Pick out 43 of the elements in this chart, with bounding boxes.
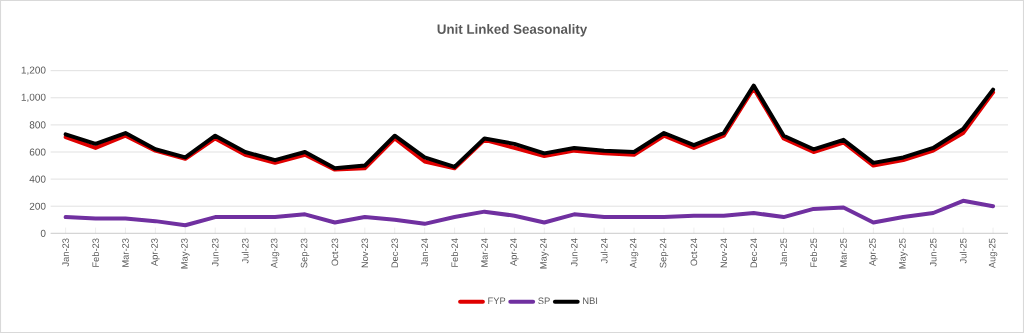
x-tick-label: Jun-24 bbox=[570, 238, 578, 267]
legend-label: NBI bbox=[583, 297, 598, 304]
x-tick-label: Feb-23 bbox=[92, 238, 99, 267]
y-tick-label: 800 bbox=[29, 121, 46, 129]
y-tick-label: 1,200 bbox=[21, 66, 46, 75]
y-tick-label: 200 bbox=[29, 202, 46, 210]
x-tick-label: Jun-23 bbox=[211, 238, 219, 267]
x-tick-label: Mar-23 bbox=[122, 238, 129, 267]
x-tick-label: Jul-24 bbox=[600, 238, 608, 264]
x-tick-label: Nov-24 bbox=[720, 238, 728, 268]
x-tick-label: Aug-24 bbox=[629, 238, 639, 269]
x-tick-label: Sep-23 bbox=[300, 238, 310, 268]
x-tick-label: Mar-24 bbox=[481, 238, 488, 267]
x-tick-label: May-25 bbox=[899, 238, 908, 269]
x-tick-label: Jan-23 bbox=[62, 238, 69, 267]
x-tick-label: Feb-24 bbox=[451, 238, 458, 267]
x-tick-label: Feb-25 bbox=[810, 238, 817, 267]
x-tick-label: Sep-24 bbox=[659, 238, 669, 268]
y-tick-label: 600 bbox=[29, 148, 46, 156]
legend-label: SP bbox=[538, 297, 550, 305]
x-tick-label: Jun-25 bbox=[929, 238, 937, 267]
x-tick-label: Oct-24 bbox=[690, 238, 698, 266]
x-tick-label: Jan-25 bbox=[780, 238, 787, 267]
x-tick-label: May-24 bbox=[540, 238, 549, 269]
x-tick-label: Oct-23 bbox=[331, 238, 339, 266]
x-tick-label: Dec-24 bbox=[750, 238, 758, 268]
y-tick-label: 400 bbox=[29, 175, 46, 183]
x-tick-label: Jul-25 bbox=[959, 238, 967, 264]
x-tick-label: Aug-25 bbox=[988, 238, 998, 269]
x-tick-label: May-23 bbox=[181, 238, 190, 269]
x-tick-label: Jul-23 bbox=[241, 238, 249, 264]
x-tick-label: Aug-23 bbox=[270, 238, 280, 269]
x-tick-label: Apr-23 bbox=[151, 238, 160, 267]
y-tick-label: 1,000 bbox=[21, 93, 46, 102]
legend-label: FYP bbox=[488, 297, 506, 304]
y-tick-label: 0 bbox=[40, 229, 46, 237]
x-tick-label: Apr-25 bbox=[869, 238, 878, 267]
x-tick-label: Apr-24 bbox=[510, 238, 519, 267]
chart-title: Unit Linked Seasonality bbox=[437, 24, 588, 37]
x-tick-label: Dec-23 bbox=[391, 238, 399, 268]
x-tick-label: Nov-23 bbox=[361, 238, 369, 268]
x-tick-label: Jan-24 bbox=[421, 238, 428, 267]
x-tick-label: Mar-25 bbox=[840, 238, 847, 267]
